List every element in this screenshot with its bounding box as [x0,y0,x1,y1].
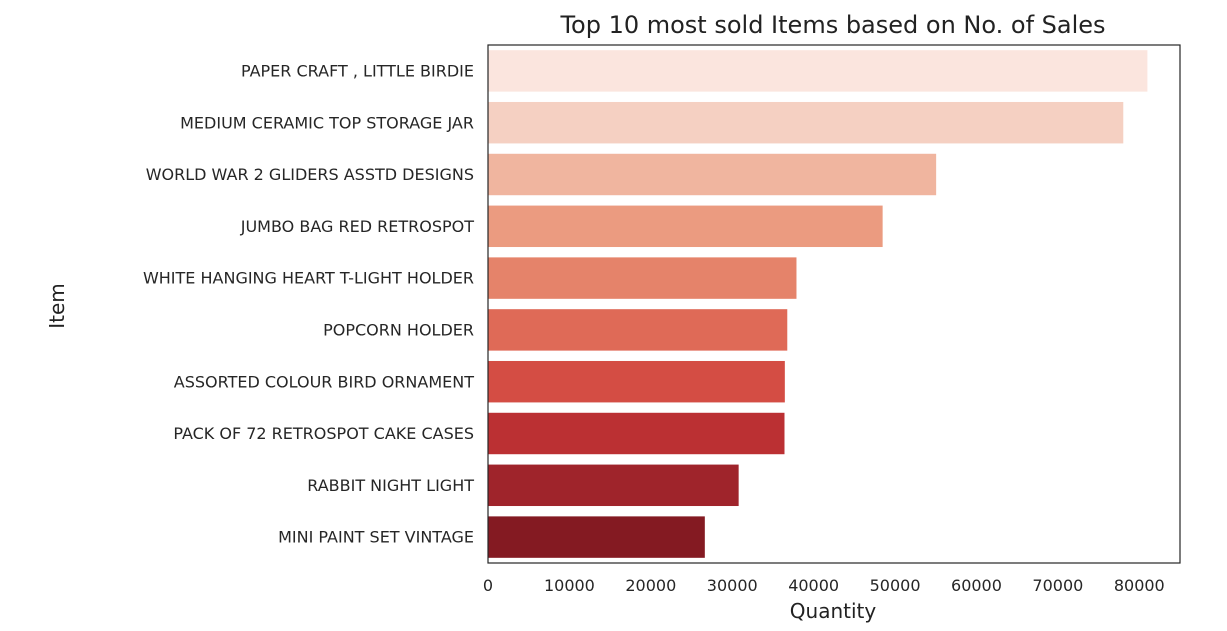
bar [488,101,1124,144]
category-label: WORLD WAR 2 GLIDERS ASSTD DESIGNS [146,165,474,184]
plot-frame [487,44,1181,564]
x-tick-label: 50000 [870,576,921,595]
x-axis-ticks: 0 10000 20000 30000 40000 50000 60000 70000 8000… [483,576,1165,595]
bar [488,516,705,558]
bar [488,153,937,196]
x-tick-label: 40000 [788,576,839,595]
y-axis-label: Item [45,283,69,329]
x-tick-label: 0 [483,576,493,595]
bar [488,205,883,248]
bar [488,360,785,403]
x-tick-label: 30000 [707,576,758,595]
category-label: PAPER CRAFT , LITTLE BIRDIE [241,62,474,81]
category-label: MEDIUM CERAMIC TOP STORAGE JAR [180,113,474,132]
bar [488,464,739,507]
x-tick-label: 60000 [951,576,1002,595]
x-tick-label: 80000 [1114,576,1165,595]
x-tick-label: 70000 [1032,576,1083,595]
bar [488,309,788,351]
chart-title: Top 10 most sold Items based on No. of S… [559,11,1105,39]
bar [488,50,1148,92]
category-label: JUMBO BAG RED RETROSPOT [240,217,474,236]
x-tick-label: 20000 [625,576,676,595]
category-label: POPCORN HOLDER [323,321,474,340]
category-label: MINI PAINT SET VINTAGE [278,528,474,547]
category-label: ASSORTED COLOUR BIRD ORNAMENT [174,372,474,391]
bar [488,257,797,299]
bars [488,50,1148,558]
x-tick-label: 10000 [544,576,595,595]
category-label: PACK OF 72 RETROSPOT CAKE CASES [173,424,474,443]
x-axis-label: Quantity [790,599,877,623]
category-label: RABBIT NIGHT LIGHT [307,476,474,495]
category-label: WHITE HANGING HEART T-LIGHT HOLDER [143,269,474,288]
category-labels: PAPER CRAFT , LITTLE BIRDIE MEDIUM CERAMI… [143,62,474,547]
bar [488,412,785,455]
